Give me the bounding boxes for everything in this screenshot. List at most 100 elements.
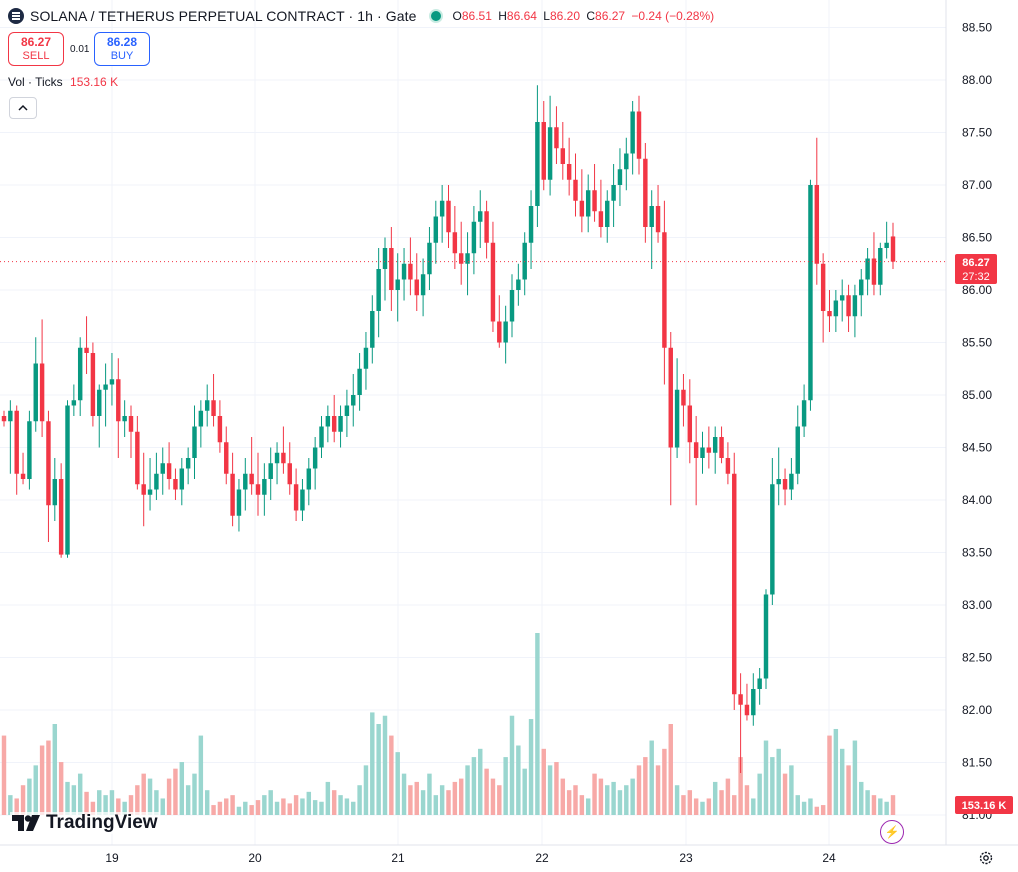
volume-bar — [268, 790, 273, 815]
candle-body — [230, 473, 235, 516]
trade-panel: 86.27 SELL 0.01 86.28 BUY — [8, 32, 150, 66]
y-tick-label: 83.50 — [962, 546, 992, 560]
candle-body — [331, 416, 337, 432]
y-tick-label: 84.50 — [962, 441, 992, 455]
volume-legend[interactable]: Vol · Ticks 153.16 K — [8, 75, 118, 89]
candle-body — [370, 311, 375, 348]
candle-body — [293, 484, 299, 511]
volume-bar — [198, 735, 204, 815]
candle-body — [624, 153, 629, 170]
candle-body — [884, 242, 889, 248]
candle-body — [65, 405, 70, 555]
candle-body — [497, 321, 502, 343]
x-tick-label: 21 — [391, 851, 405, 865]
volume-bar — [351, 801, 356, 815]
volume-bar — [795, 795, 800, 815]
market-status-icon — [428, 9, 443, 23]
symbol-title[interactable]: SOLANA / TETHERUS PERPETUAL CONTRACT · 1… — [30, 8, 417, 24]
x-tick-label: 19 — [105, 851, 119, 865]
candle-body — [522, 242, 527, 280]
volume-bar — [204, 790, 210, 815]
buy-button[interactable]: 86.28 BUY — [94, 32, 150, 66]
volume-bar — [706, 798, 712, 815]
volume-bar — [20, 785, 26, 815]
volume-bar — [801, 801, 807, 815]
candle-body — [833, 300, 839, 317]
volume-bar — [503, 757, 508, 815]
sell-button[interactable]: 86.27 SELL — [8, 32, 64, 66]
candle-body — [1, 416, 7, 422]
tradingview-logo[interactable]: TradingView — [10, 812, 160, 834]
menu-icon[interactable] — [8, 8, 24, 24]
volume-bar — [274, 801, 280, 815]
candle-body — [846, 295, 851, 317]
volume-bar — [408, 785, 413, 815]
volume-bar — [605, 785, 610, 815]
volume-bar — [751, 798, 756, 815]
candle-body — [700, 447, 705, 458]
candle-body — [306, 468, 312, 490]
collapse-legend-button[interactable] — [9, 97, 37, 119]
y-tick-label: 84.00 — [962, 493, 992, 507]
candle-body — [490, 242, 496, 322]
volume-bar — [808, 798, 813, 815]
volume-bar — [90, 801, 96, 815]
candle-body — [865, 258, 870, 280]
volume-bar — [687, 790, 693, 815]
candle-body — [160, 463, 165, 474]
volume-bar — [128, 795, 134, 815]
logo-text: TradingView — [46, 812, 158, 833]
volume-bar — [71, 785, 77, 815]
volume-bar — [624, 785, 629, 815]
volume-bar — [446, 790, 451, 815]
candle-body — [706, 447, 712, 453]
candle-body — [681, 389, 686, 406]
candle-body — [820, 263, 826, 311]
volume-bar — [141, 773, 146, 815]
volume-bar — [376, 724, 381, 815]
candle-body — [166, 463, 172, 479]
y-tick-label: 86.50 — [962, 231, 992, 245]
flash-icon[interactable]: ⚡ — [880, 820, 904, 844]
spread-value: 0.01 — [70, 43, 90, 55]
volume-bar — [249, 805, 254, 815]
volume-bar — [732, 795, 737, 815]
volume-bar — [846, 765, 851, 815]
volume-bar — [39, 745, 45, 815]
candle-body — [395, 279, 400, 290]
y-tick-label: 87.00 — [962, 178, 992, 192]
volume-bar — [52, 724, 58, 815]
volume-bar — [312, 800, 318, 815]
volume-bar — [262, 795, 267, 815]
y-tick-label: 82.00 — [962, 703, 992, 717]
gear-icon[interactable] — [978, 850, 994, 866]
candle-body — [312, 447, 318, 469]
volume-bar — [579, 795, 585, 815]
x-tick-label: 22 — [535, 851, 549, 865]
candle-body — [878, 248, 883, 285]
volume-bar — [693, 798, 699, 815]
volume-bar — [192, 773, 197, 815]
candle-body — [852, 295, 858, 317]
volume-bar — [287, 803, 292, 815]
candle-body — [598, 211, 604, 227]
candle-body — [363, 347, 369, 369]
candle-body — [573, 179, 578, 201]
candle-body — [782, 479, 788, 490]
chevron-up-icon — [18, 104, 28, 111]
volume-bar — [738, 757, 743, 815]
price-tag — [955, 254, 997, 284]
open-value: 86.51 — [461, 9, 492, 23]
candle-body — [14, 410, 19, 474]
volume-bar — [522, 768, 527, 815]
candle-body — [732, 473, 737, 695]
candle-body — [135, 431, 140, 485]
candle-body — [128, 416, 134, 432]
volume-bar — [135, 785, 140, 815]
volume-bar — [414, 781, 419, 815]
candle-body — [446, 200, 451, 233]
candle-body — [90, 353, 96, 416]
volume-bar — [33, 765, 38, 815]
volume-bar — [789, 765, 794, 815]
